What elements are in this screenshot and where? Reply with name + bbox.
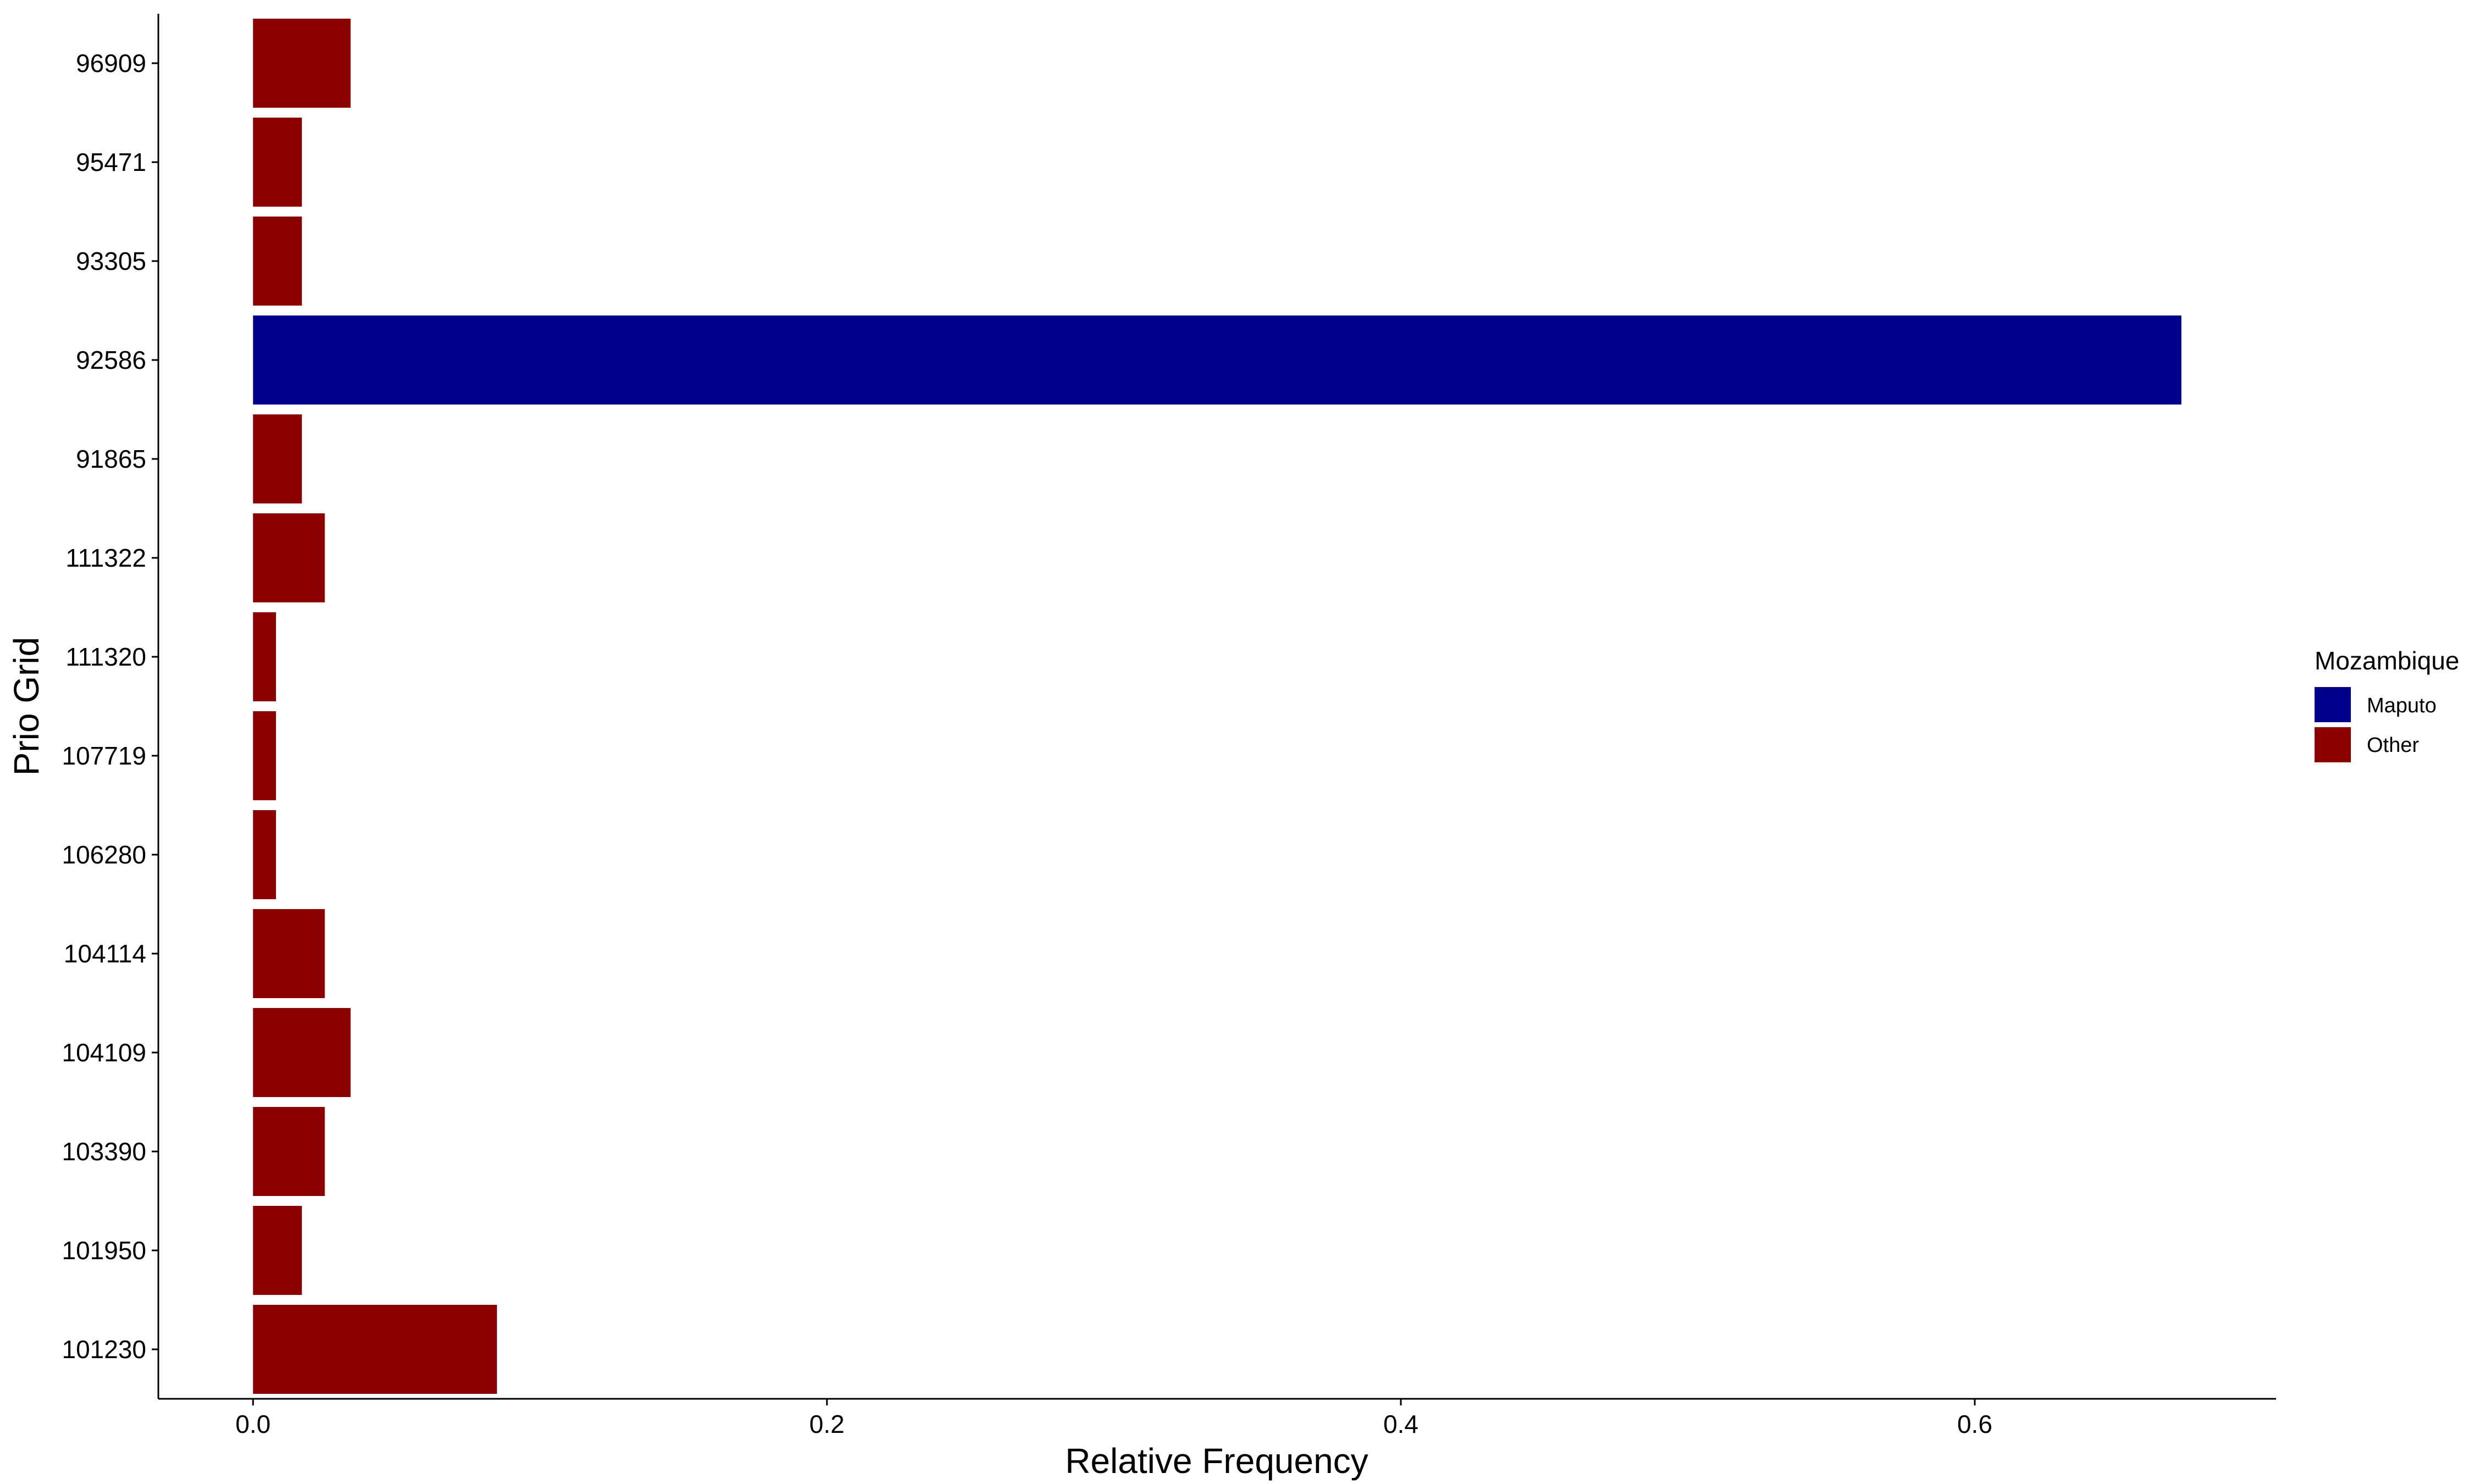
bar-103390 <box>253 1107 325 1196</box>
y-tick-label: 95471 <box>76 148 146 176</box>
bar-111320 <box>253 612 276 701</box>
legend-swatch-other <box>2315 727 2351 762</box>
bar-95471 <box>253 118 302 207</box>
y-tick-label: 101230 <box>62 1335 147 1364</box>
y-tick-label: 111320 <box>65 643 146 671</box>
bars-group <box>253 19 2182 1394</box>
legend-label-maputo: Maputo <box>2367 694 2437 717</box>
bar-104109 <box>253 1008 351 1097</box>
bar-101950 <box>253 1206 302 1295</box>
y-tick-label: 101950 <box>62 1236 147 1265</box>
y-tick-label: 91865 <box>76 445 146 473</box>
x-tick-label: 0.4 <box>1383 1410 1418 1438</box>
bar-92586 <box>253 315 2182 405</box>
bar-96909 <box>253 19 351 108</box>
y-axis-title: Prio Grid <box>7 637 46 776</box>
x-axis-title: Relative Frequency <box>1065 1441 1368 1481</box>
legend-label-other: Other <box>2367 734 2419 757</box>
y-tick-label: 106280 <box>62 840 147 869</box>
y-tick-label: 107719 <box>62 741 147 770</box>
bar-104114 <box>253 909 325 998</box>
y-tick-label: 93305 <box>76 247 146 275</box>
legend-swatch-maputo <box>2315 687 2351 722</box>
legend: Mozambique Maputo Other <box>2315 646 2459 762</box>
y-tick-label: 104114 <box>64 939 146 968</box>
y-tick-label: 92586 <box>76 346 146 374</box>
bar-93305 <box>253 217 302 306</box>
y-axis-ticks: 101230 101950 103390 104109 104114 106280 1077… <box>62 49 158 1364</box>
x-tick-label: 0.0 <box>235 1410 270 1438</box>
bar-101230 <box>253 1305 497 1394</box>
x-tick-label: 0.2 <box>809 1410 844 1438</box>
bar-111322 <box>253 513 325 602</box>
x-tick-label: 0.6 <box>1957 1410 1992 1438</box>
bar-107719 <box>253 711 276 800</box>
y-tick-label: 111322 <box>65 544 146 572</box>
legend-title: Mozambique <box>2315 646 2459 675</box>
y-tick-label: 104109 <box>62 1038 147 1067</box>
x-axis-ticks: 0.0 0.2 0.4 0.6 <box>235 1399 1992 1438</box>
bar-91865 <box>253 414 302 503</box>
y-tick-label: 96909 <box>76 49 146 77</box>
bar-106280 <box>253 810 276 899</box>
y-tick-label: 103390 <box>62 1137 147 1166</box>
